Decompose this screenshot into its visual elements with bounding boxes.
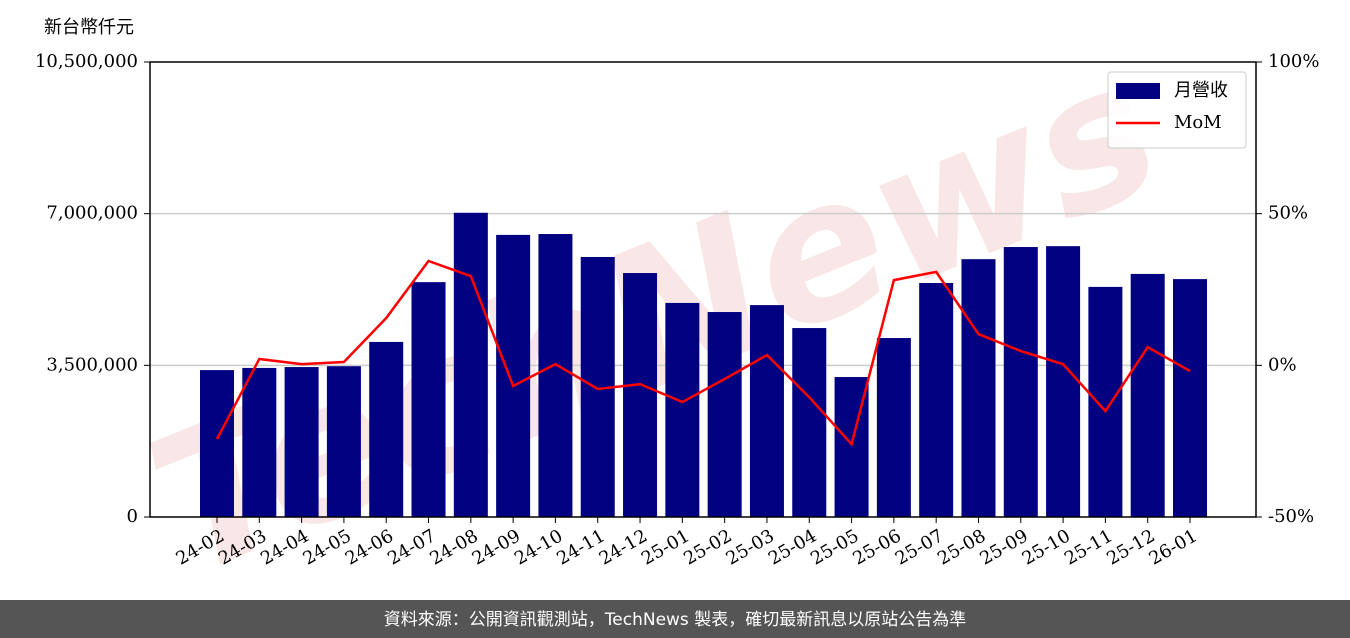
y-tick-label: 7,000,000 <box>46 203 138 224</box>
y2-tick-label: 100% <box>1268 51 1319 72</box>
y-tick-label: 3,500,000 <box>46 354 138 375</box>
bar <box>242 367 277 517</box>
legend-label: 月營收 <box>1174 80 1228 101</box>
bar <box>792 328 827 517</box>
bar <box>1130 273 1165 517</box>
bar <box>665 302 700 517</box>
unit-label: 新台幣仟元 <box>44 17 134 38</box>
y-tick-label: 0 <box>127 506 138 527</box>
y2-tick-label: 50% <box>1268 203 1308 224</box>
bar <box>1173 279 1207 517</box>
bar <box>326 366 361 517</box>
bar <box>1046 246 1081 517</box>
bar <box>453 212 488 518</box>
bar <box>1088 286 1123 517</box>
bar <box>919 283 954 517</box>
bar <box>369 341 404 517</box>
y2-tick-label: 0% <box>1268 354 1297 375</box>
bar <box>284 367 319 517</box>
plot-frame <box>149 61 1257 518</box>
bar <box>1003 247 1038 518</box>
footer: 資料來源：公開資訊觀測站，TechNews 製表，確切最新訊息以原站公告為準 <box>384 610 966 630</box>
bar <box>200 370 234 517</box>
bar <box>707 312 742 517</box>
bar <box>623 273 658 517</box>
bar <box>749 305 784 517</box>
legend-label: MoM <box>1174 112 1222 133</box>
footer-bar <box>0 600 1350 638</box>
line <box>215 259 1191 447</box>
bar <box>961 259 996 517</box>
bar <box>496 234 531 517</box>
bar <box>411 282 446 517</box>
y-tick-label: 10,500,000 <box>35 51 138 72</box>
bar <box>876 338 911 517</box>
x-tick-label: 26-01 <box>1146 525 1201 569</box>
y2-tick-label: -50% <box>1268 506 1314 527</box>
bar <box>538 234 573 518</box>
legend-swatch <box>1116 83 1160 99</box>
